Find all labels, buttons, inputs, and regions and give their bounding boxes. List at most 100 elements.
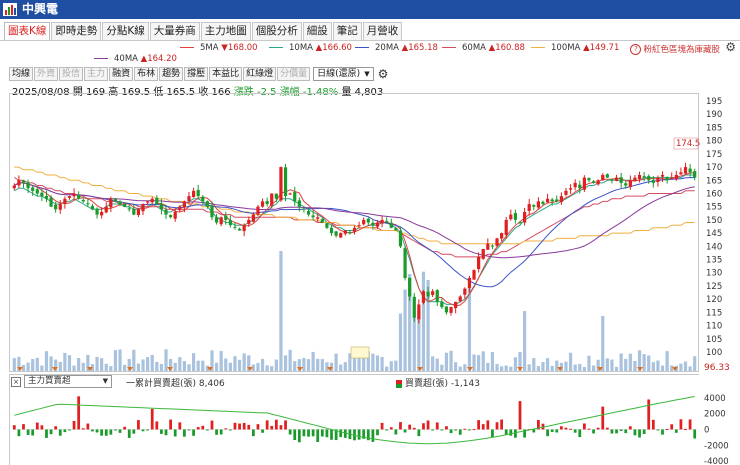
volume-bar <box>490 352 495 371</box>
legend-10ma[interactable]: 10MA ▲166.60 <box>269 43 352 53</box>
net-buy-bar <box>399 422 402 430</box>
legend-100ma[interactable]: 100MA ▲149.71 <box>531 43 619 53</box>
volume-bar <box>417 310 421 371</box>
tab-big-broker[interactable]: 大量券商 <box>149 22 200 40</box>
signal-marker <box>637 367 643 371</box>
legend-20ma-arrow: ▲ <box>401 43 409 53</box>
candle-body <box>279 167 283 201</box>
candle-body <box>398 230 403 247</box>
volume-bar <box>366 351 370 371</box>
net-buy-bar <box>518 401 522 430</box>
indicator-select[interactable]: 主力買賣超 ▼ <box>24 375 112 388</box>
tab-stock-analysis[interactable]: 個股分析 <box>251 22 302 40</box>
toolbar-traffic-light-button[interactable]: 紅綠燈 <box>243 67 277 81</box>
net-buy-bar <box>509 429 513 436</box>
legend-20ma[interactable]: 20MA ▲165.18 <box>355 43 438 53</box>
ohlc-high-label: 高 <box>108 87 119 98</box>
candle-body <box>495 238 499 246</box>
legend-100ma-swatch <box>531 47 545 48</box>
net-buy-bar <box>215 429 218 435</box>
cum-label: 一累計買賣超(張) <box>126 379 197 389</box>
net-buy-bar <box>261 429 264 433</box>
net-buy-bar <box>320 429 324 437</box>
candle-body <box>555 199 559 202</box>
candle-body <box>431 291 435 296</box>
net-buy-bar <box>81 428 85 430</box>
net-buy-bar <box>656 429 660 431</box>
net-buy-bar <box>155 421 159 430</box>
tab-realtime[interactable]: 即時走勢 <box>51 22 102 40</box>
indicator-legend-bars: 買賣超(張) -1,143 <box>396 376 480 389</box>
net-buy-bar <box>343 429 347 438</box>
legend-60ma-arrow: ▲ <box>488 43 496 53</box>
candle-body <box>513 213 518 220</box>
net-buy-bar <box>463 428 467 430</box>
net-buy-bar <box>532 429 536 433</box>
net-buy-bar <box>12 425 16 430</box>
toolbar-main-button[interactable]: 主力 <box>84 67 109 81</box>
net-buy-bar <box>376 429 379 436</box>
candle-body <box>375 222 380 227</box>
toolbar-trend-button[interactable]: 趨勢 <box>159 67 184 81</box>
net-buy-bar <box>17 429 21 437</box>
volume-bar <box>12 358 16 371</box>
candle-body <box>159 203 164 210</box>
net-buy-bar <box>86 423 90 430</box>
net-buy-bar <box>183 429 186 437</box>
toolbar-price-volume-button[interactable]: 分價量 <box>277 67 311 81</box>
candle-body <box>77 194 81 199</box>
indicator-toggle-checkbox[interactable]: × <box>11 376 21 387</box>
toolbar-ma-button[interactable]: 均線 <box>9 67 34 81</box>
volume-bar <box>477 355 481 371</box>
net-buy-bar <box>477 420 481 430</box>
price-axis-label: 100 <box>706 348 722 358</box>
tab-notes[interactable]: 筆記 <box>332 22 362 40</box>
legend-100ma-value: 149.71 <box>589 43 620 53</box>
price-axis-label: 140 <box>706 242 722 252</box>
tab-main-map[interactable]: 主力地圖 <box>200 22 251 40</box>
ohlc-pct: -1.48% <box>302 87 339 98</box>
bar-value: -1,143 <box>450 379 480 389</box>
toolbar-trust-button[interactable]: 投信 <box>59 67 84 81</box>
legend-40ma[interactable]: 40MA ▲164.20 <box>94 54 177 64</box>
toolbar-margin-button[interactable]: 融資 <box>109 67 134 81</box>
net-buy-bar <box>132 429 136 434</box>
volume-bar <box>265 365 269 371</box>
toolbar-foreign-button[interactable]: 外資 <box>34 67 59 81</box>
legend-60ma[interactable]: 60MA ▲160.88 <box>442 43 525 53</box>
tab-settings[interactable]: 細設 <box>302 22 332 40</box>
net-buy-bar <box>173 429 177 437</box>
toolbar-bollinger-button[interactable]: 布林 <box>134 67 159 81</box>
candle-body <box>325 223 329 228</box>
net-buy-bar <box>196 427 200 430</box>
legend-5ma[interactable]: 5MA ▼168.00 <box>180 43 258 53</box>
volume-bar <box>568 352 573 371</box>
candle-body <box>288 193 292 195</box>
legend-10ma-label: 10MA <box>289 43 313 53</box>
tab-broker-kline[interactable]: 分點K線 <box>102 22 149 40</box>
volume-bar <box>486 362 490 371</box>
candle-body <box>389 222 393 228</box>
volume-bar <box>63 352 67 371</box>
cum-value: 8,406 <box>198 379 225 389</box>
ohlc-high: 169.5 <box>121 87 151 98</box>
chart-settings-gear-icon[interactable]: ⚙ <box>377 67 389 81</box>
candle-body <box>683 167 688 174</box>
price-chart-frame <box>9 93 699 372</box>
tab-chart-kline[interactable]: 圖表K線 <box>4 22 51 40</box>
settings-gear-icon[interactable]: ⚙ <box>725 40 736 54</box>
tab-monthly-revenue[interactable]: 月營收 <box>362 22 403 40</box>
ohlc-low-label: 低 <box>153 87 164 98</box>
net-buy-bar <box>31 429 35 436</box>
indicator-axis-label: -4000 <box>704 457 729 465</box>
volume-bar <box>642 354 646 371</box>
period-select[interactable]: 日線(還原) ▼ <box>313 67 374 81</box>
toolbar-pe-button[interactable]: 本益比 <box>209 67 243 81</box>
toolbar-support-button[interactable]: 撐壓 <box>184 67 209 81</box>
candle-body <box>155 197 159 205</box>
legend-20ma-swatch <box>355 47 369 48</box>
net-buy-bar <box>178 422 182 430</box>
net-buy-bar <box>95 429 99 433</box>
candle-body <box>67 196 72 198</box>
